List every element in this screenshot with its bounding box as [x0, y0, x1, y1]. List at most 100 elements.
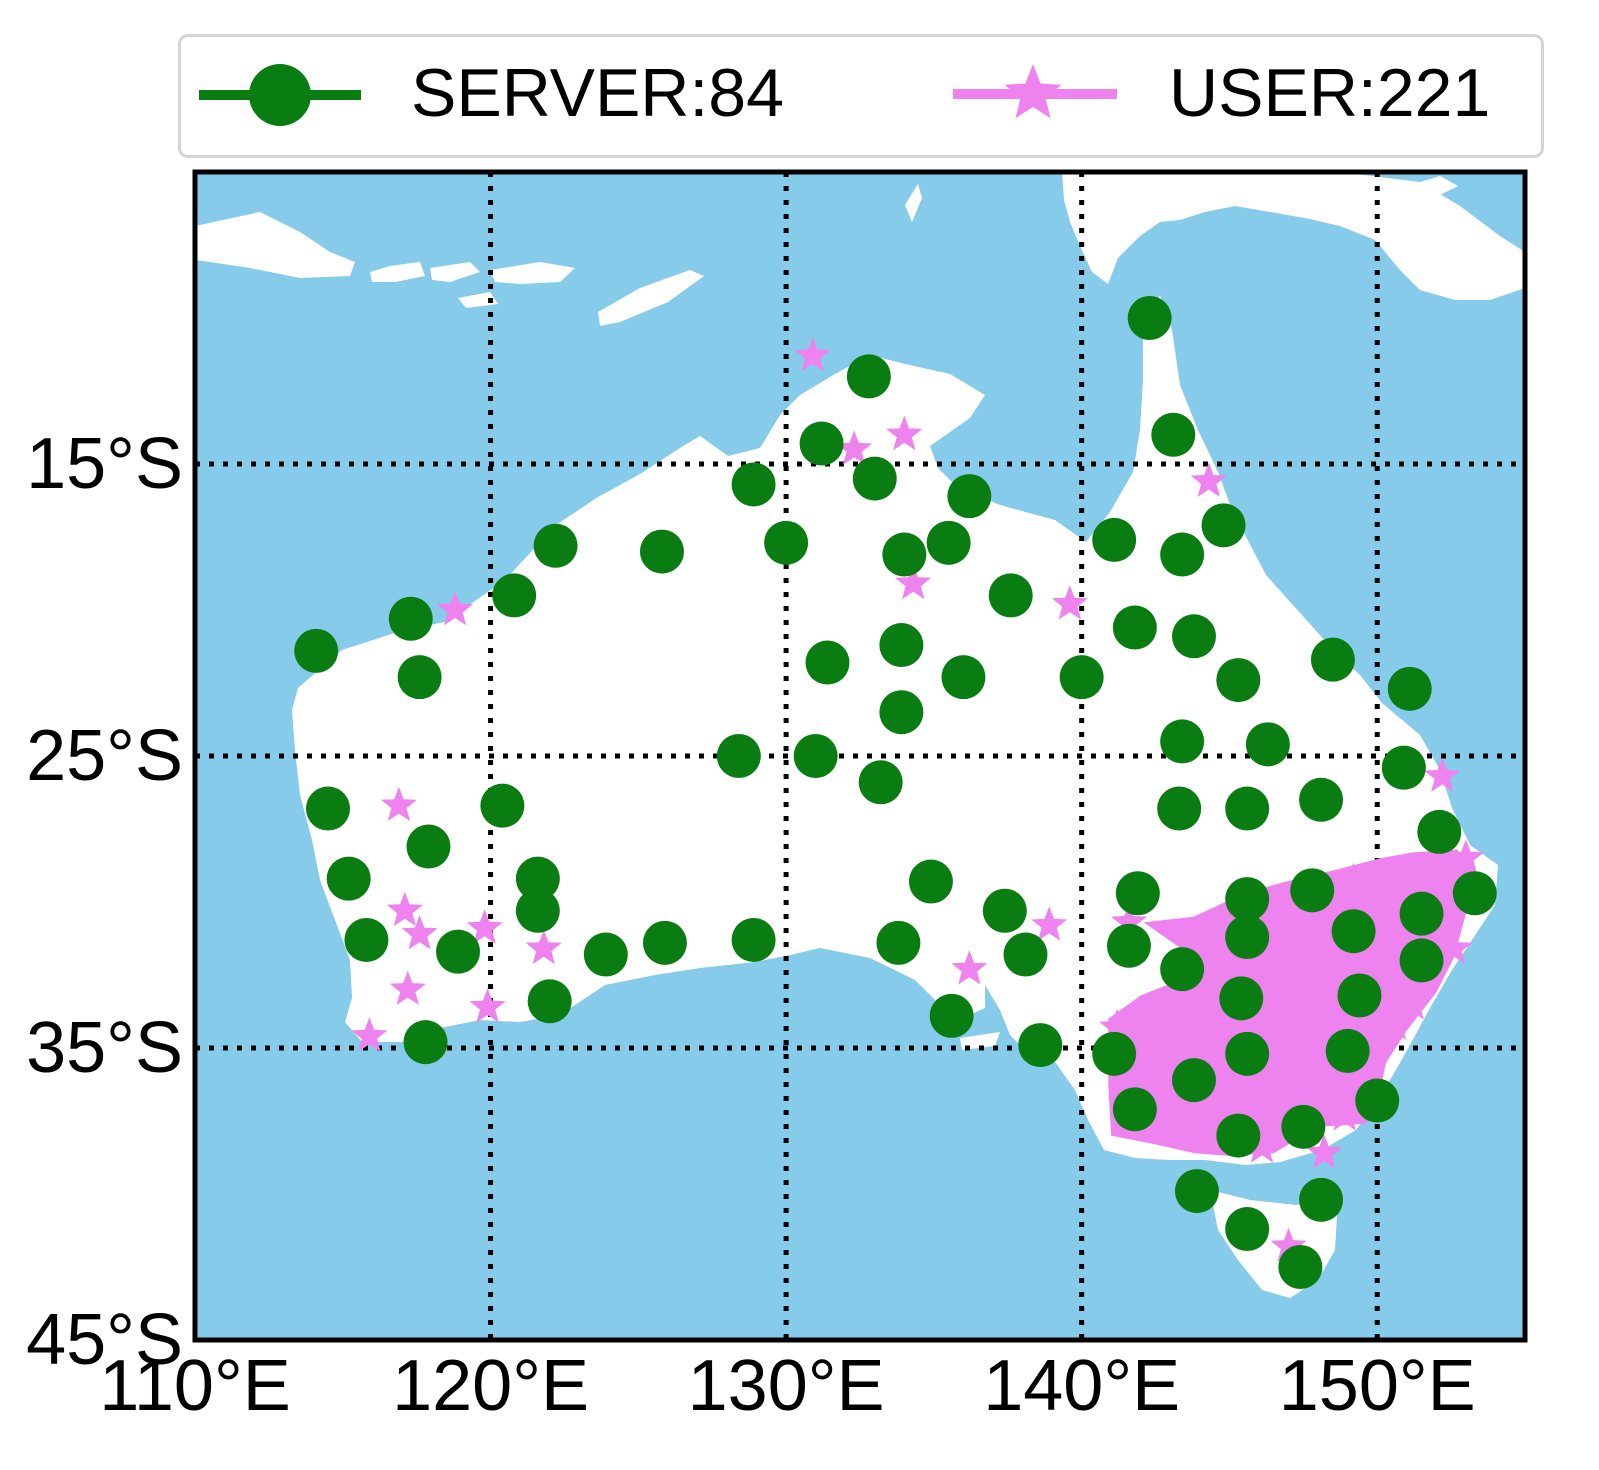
server-marker [1381, 745, 1426, 790]
server-marker [406, 824, 451, 869]
map-frame [192, 169, 1528, 1343]
server-marker [1092, 1031, 1137, 1076]
server-marker [1106, 923, 1151, 968]
user-marker [1306, 1134, 1343, 1169]
server-marker [388, 596, 433, 641]
server-marker [436, 929, 481, 974]
server-marker [515, 888, 560, 933]
y-tick-labels: 15°S 25°S 35°S 45°S [26, 424, 183, 1380]
user-marker [437, 591, 474, 626]
server-marker [1278, 1245, 1323, 1289]
server-marker [764, 520, 809, 565]
x-tick-label: 140°E [983, 1346, 1180, 1426]
user-marker [469, 988, 506, 1023]
server-marker [1018, 1023, 1063, 1068]
server-marker [1225, 1207, 1270, 1252]
user-marker [836, 430, 873, 465]
server-marker [1299, 1177, 1344, 1222]
server-marker [1174, 1169, 1219, 1214]
server-marker [1399, 891, 1444, 936]
legend-user-label: USER:221 [1169, 55, 1491, 131]
user-marker [1356, 950, 1393, 985]
server-marker-icon [199, 64, 361, 126]
server-marker [1160, 532, 1205, 577]
server-marker [639, 529, 684, 574]
user-marker-icon [953, 64, 1117, 119]
server-marker [480, 783, 525, 828]
server-marker [1281, 1104, 1326, 1149]
server-marker [1355, 1078, 1400, 1123]
server-marker [1290, 868, 1335, 913]
user-marker [1140, 1067, 1177, 1102]
server-markers [294, 296, 1497, 1289]
user-marker [389, 970, 426, 1005]
server-marker [1310, 637, 1355, 682]
server-marker [1216, 658, 1261, 703]
server-marker [731, 462, 776, 507]
user-marker [1173, 1104, 1210, 1140]
user-marker [1427, 891, 1464, 927]
x-tick-label: 150°E [1279, 1346, 1476, 1426]
user-marker [1249, 1081, 1286, 1116]
server-marker [492, 573, 537, 618]
server-marker [858, 760, 903, 805]
server-marker [1171, 614, 1216, 659]
user-marker [1436, 929, 1473, 965]
user-marker [1311, 935, 1348, 970]
server-marker [1092, 517, 1137, 562]
server-marker [1160, 719, 1205, 764]
server-marker [1112, 605, 1157, 650]
user-marker [794, 337, 831, 372]
server-marker [793, 734, 838, 778]
server-marker [926, 520, 971, 565]
server-marker [799, 421, 844, 466]
server-marker [876, 920, 921, 965]
server-marker [1399, 938, 1444, 983]
user-marker [1099, 1008, 1136, 1043]
tanimbar [905, 184, 922, 222]
server-marker [908, 859, 953, 904]
new-britain [1400, 176, 1458, 200]
server-marker [1325, 1028, 1370, 1073]
server-marker [1216, 1113, 1261, 1158]
user-marker [1382, 871, 1419, 906]
user-marker [1335, 862, 1372, 897]
server-marker [846, 354, 891, 399]
user-marker [1261, 967, 1298, 1003]
server-marker [1299, 777, 1344, 822]
legend-server-label: SERVER:84 [411, 55, 784, 131]
sumba [458, 292, 498, 308]
user-marker [1344, 1055, 1381, 1090]
server-marker [929, 993, 974, 1038]
user-marker [1031, 906, 1068, 941]
user-marker [1211, 1023, 1248, 1058]
server-marker [1417, 809, 1462, 854]
server-marker [1387, 666, 1432, 711]
user-marker [1362, 915, 1399, 950]
server-marker [1059, 655, 1104, 700]
server-marker [1331, 909, 1376, 954]
y-tick-label: 35°S [26, 1008, 183, 1088]
y-tick-label: 25°S [26, 716, 183, 796]
server-marker [1225, 877, 1270, 922]
legend-item-server: SERVER:84 [195, 37, 815, 155]
user-marker [1146, 1017, 1183, 1052]
x-tick-labels: 110°E 120°E 130°E 140°E 150°E [99, 1346, 1476, 1426]
user-marker [1394, 985, 1431, 1020]
server-marker [1219, 976, 1264, 1021]
y-tick-label: 15°S [26, 424, 183, 504]
server-marker [879, 623, 924, 668]
server-marker [403, 1020, 448, 1065]
user-marker [1376, 1005, 1413, 1040]
bali-lombok [370, 262, 425, 282]
server-marker [397, 655, 442, 700]
server-marker [1452, 871, 1497, 916]
server-marker [882, 532, 927, 577]
x-tick-label: 110°E [99, 1346, 291, 1426]
user-marker [1270, 1227, 1307, 1262]
user-marker [1190, 462, 1227, 497]
server-marker [583, 932, 628, 977]
user-marker [351, 1017, 388, 1052]
x-tick-label: 130°E [688, 1346, 885, 1426]
legend-item-user: USER:221 [941, 37, 1541, 155]
